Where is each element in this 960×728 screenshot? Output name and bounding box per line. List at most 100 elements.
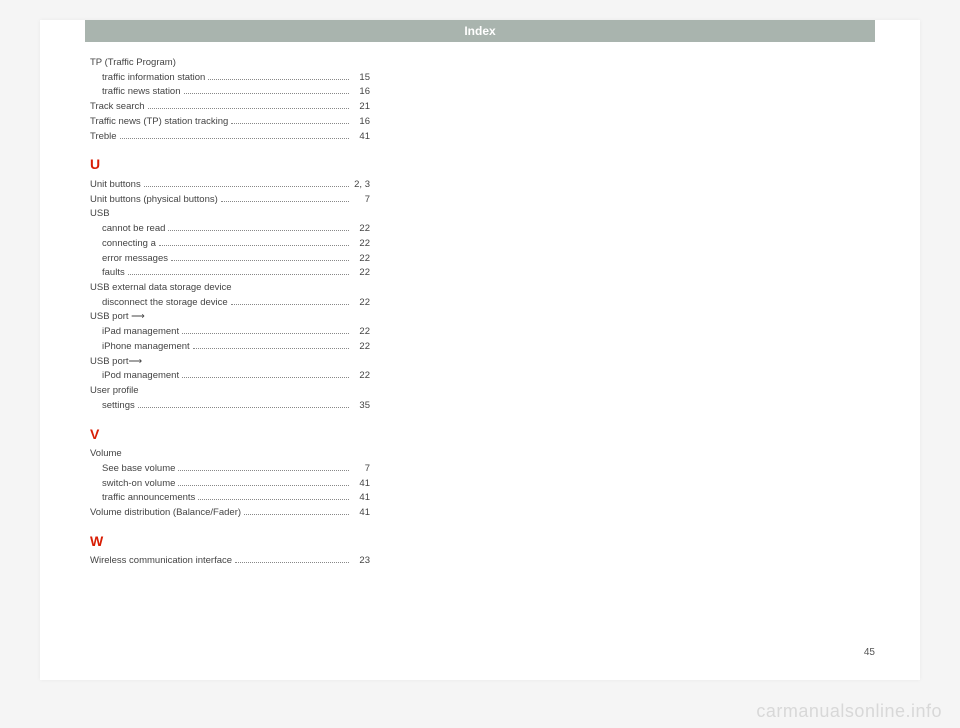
section-letter: V — [90, 424, 370, 446]
entry-page: 23 — [352, 554, 370, 569]
entry-page: 22 — [352, 369, 370, 384]
entry-label: Traffic news (TP) station tracking — [90, 115, 228, 130]
dot-leader — [128, 269, 349, 276]
section-letter: W — [90, 531, 370, 553]
entry-label: traffic news station — [102, 85, 181, 100]
entry-label: Wireless communication interface — [90, 554, 232, 569]
index-header: Index — [85, 20, 875, 42]
entry-page: 22 — [352, 237, 370, 252]
entry-label: settings — [102, 399, 135, 414]
entry-page: 41 — [352, 491, 370, 506]
dot-leader — [198, 494, 349, 501]
index-entry: traffic announcements 41 — [90, 491, 370, 506]
dot-leader — [138, 401, 349, 408]
index-entry: Traffic news (TP) station tracking 16 — [90, 115, 370, 130]
index-entry: iPad management 22 — [90, 325, 370, 340]
entry-label: cannot be read — [102, 222, 165, 237]
index-entry: connecting a 22 — [90, 237, 370, 252]
entry-label: Unit buttons (physical buttons) — [90, 193, 218, 208]
index-entry: Volume — [90, 447, 370, 462]
entry-page: 22 — [352, 252, 370, 267]
entry-page: 22 — [352, 296, 370, 311]
entry-label: faults — [102, 266, 125, 281]
entry-page: 7 — [352, 193, 370, 208]
entry-label: Unit buttons — [90, 178, 141, 193]
entry-label: switch-on volume — [102, 477, 175, 492]
index-entry: switch-on volume 41 — [90, 477, 370, 492]
dot-leader — [231, 298, 349, 305]
index-entry: faults 22 — [90, 266, 370, 281]
index-entry: iPod management 22 — [90, 369, 370, 384]
entry-label: disconnect the storage device — [102, 296, 228, 311]
entry-page: 41 — [352, 477, 370, 492]
index-entry: USB external data storage device — [90, 281, 370, 296]
index-entry: traffic news station 16 — [90, 85, 370, 100]
index-entry: Unit buttons 2, 3 — [90, 178, 370, 193]
entry-label: Treble — [90, 130, 117, 145]
entry-label: USB external data storage device — [90, 281, 232, 296]
entry-page: 22 — [352, 340, 370, 355]
entry-label: traffic information station — [102, 71, 205, 86]
dot-leader — [178, 464, 349, 471]
index-entry: TP (Traffic Program) — [90, 56, 370, 71]
entry-label: USB port⟶ — [90, 355, 142, 370]
entry-label: Track search — [90, 100, 145, 115]
entry-page: 2, 3 — [352, 178, 370, 193]
dot-leader — [208, 73, 349, 80]
dot-leader — [182, 328, 349, 335]
entry-page: 22 — [352, 266, 370, 281]
entry-label: Volume — [90, 447, 122, 462]
index-entry: See base volume 7 — [90, 462, 370, 477]
index-entry: USB port ⟶ — [90, 310, 370, 325]
index-entry: settings 35 — [90, 399, 370, 414]
dot-leader — [159, 239, 349, 246]
index-entry: Wireless communication interface 23 — [90, 554, 370, 569]
entry-page: 15 — [352, 71, 370, 86]
entry-label: See base volume — [102, 462, 175, 477]
entry-label: User profile — [90, 384, 139, 399]
entry-label: iPad management — [102, 325, 179, 340]
index-entry: Unit buttons (physical buttons) 7 — [90, 193, 370, 208]
dot-leader — [221, 195, 349, 202]
dot-leader — [193, 342, 349, 349]
dot-leader — [144, 180, 349, 187]
index-entry: cannot be read22 — [90, 222, 370, 237]
index-entry: User profile — [90, 384, 370, 399]
dot-leader — [244, 508, 349, 515]
entry-page: 41 — [352, 130, 370, 145]
index-entry: USB port⟶ — [90, 355, 370, 370]
index-entry: error messages 22 — [90, 252, 370, 267]
section-letter: U — [90, 154, 370, 176]
entry-label: USB port ⟶ — [90, 310, 145, 325]
dot-leader — [184, 88, 349, 95]
dot-leader — [182, 372, 349, 379]
entry-page: 41 — [352, 506, 370, 521]
index-entry: USB — [90, 207, 370, 222]
index-entry: Volume distribution (Balance/Fader) 41 — [90, 506, 370, 521]
entry-label: traffic announcements — [102, 491, 195, 506]
entry-page: 7 — [352, 462, 370, 477]
dot-leader — [178, 479, 349, 486]
entry-label: iPhone management — [102, 340, 190, 355]
entry-page: 16 — [352, 115, 370, 130]
entry-page: 16 — [352, 85, 370, 100]
entry-label: connecting a — [102, 237, 156, 252]
index-entry: iPhone management 22 — [90, 340, 370, 355]
index-entry: disconnect the storage device 22 — [90, 296, 370, 311]
entry-page: 22 — [352, 325, 370, 340]
index-entry: Treble 41 — [90, 130, 370, 145]
dot-leader — [235, 557, 349, 564]
entry-page: 21 — [352, 100, 370, 115]
dot-leader — [171, 254, 349, 261]
entry-label: Volume distribution (Balance/Fader) — [90, 506, 241, 521]
index-content: TP (Traffic Program)traffic information … — [40, 42, 370, 569]
entry-page: 35 — [352, 399, 370, 414]
entry-label: iPod management — [102, 369, 179, 384]
page-number: 45 — [864, 647, 875, 658]
index-entry: traffic information station 15 — [90, 71, 370, 86]
dot-leader — [120, 132, 349, 139]
dot-leader — [231, 117, 349, 124]
entry-label: TP (Traffic Program) — [90, 56, 176, 71]
entry-label: error messages — [102, 252, 168, 267]
dot-leader — [148, 103, 349, 110]
